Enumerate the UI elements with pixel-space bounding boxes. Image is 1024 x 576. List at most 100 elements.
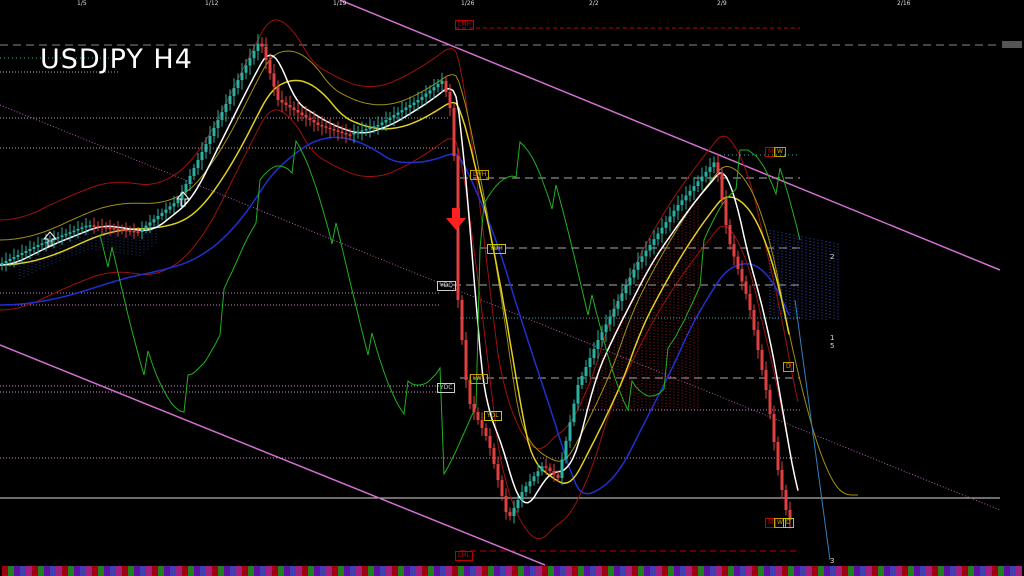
candle-body <box>576 385 580 404</box>
candle-body <box>380 122 384 125</box>
candle-body <box>636 262 640 270</box>
date-axis-segment <box>338 566 344 576</box>
candle-body <box>244 65 248 73</box>
candle-body <box>704 171 708 177</box>
date-tick-label: 2/2 <box>589 0 599 7</box>
date-axis-segment <box>176 566 182 576</box>
candle-body <box>248 58 252 66</box>
level-label-ydh: YDH <box>487 244 506 254</box>
date-axis-segment <box>212 566 218 576</box>
date-axis-segment <box>674 566 680 576</box>
date-axis-segment <box>92 566 98 576</box>
buy-arrow-icon <box>42 231 58 247</box>
date-axis-segment <box>518 566 524 576</box>
candle-body <box>392 115 396 118</box>
date-axis-segment <box>914 566 920 576</box>
date-axis-segment <box>746 566 752 576</box>
date-axis-segment <box>62 566 68 576</box>
date-axis-segment <box>242 566 248 576</box>
date-axis-segment <box>1016 566 1022 576</box>
candle-body <box>692 186 696 191</box>
envelope-line <box>0 50 858 496</box>
candle-body <box>16 255 20 257</box>
date-axis-segment <box>428 566 434 576</box>
date-axis-segment <box>206 566 212 576</box>
level-label-lmh: LMH <box>455 20 475 30</box>
date-axis-segment <box>740 566 746 576</box>
date-axis-segment <box>134 566 140 576</box>
candle-body <box>528 481 532 487</box>
date-axis-segment <box>122 566 128 576</box>
date-axis-segment <box>416 566 422 576</box>
candle-body <box>92 225 96 227</box>
date-axis-segment <box>848 566 854 576</box>
candle-body <box>508 512 512 516</box>
date-axis-segment <box>68 566 74 576</box>
candle-body <box>488 436 492 448</box>
date-axis-segment <box>254 566 260 576</box>
date-axis-segment <box>980 566 986 576</box>
candle-body <box>436 84 440 88</box>
date-axis-segment <box>728 566 734 576</box>
candle-body <box>304 115 308 118</box>
candle-body <box>548 467 552 472</box>
date-axis-segment <box>614 566 620 576</box>
candle-body <box>520 492 524 500</box>
date-axis-segment <box>968 566 974 576</box>
candle-body <box>632 269 636 278</box>
date-tick-label: 1/19 <box>333 0 347 7</box>
date-axis-segment <box>764 566 770 576</box>
candle-body <box>768 390 772 414</box>
date-axis-segment <box>230 566 236 576</box>
date-axis-segment <box>716 566 722 576</box>
candle-body <box>56 237 60 239</box>
candle-body <box>492 448 496 464</box>
date-axis-segment <box>476 566 482 576</box>
date-axis-segment <box>218 566 224 576</box>
date-axis-segment <box>350 566 356 576</box>
candle-body <box>172 203 176 207</box>
candle-body <box>224 104 228 112</box>
candle-body <box>424 93 428 97</box>
candle-body <box>468 380 472 404</box>
candle-body <box>428 90 432 94</box>
candle-body <box>664 222 668 228</box>
date-axis-segment <box>644 566 650 576</box>
candle-body <box>220 112 224 120</box>
candle-body <box>588 358 592 367</box>
period-label: D <box>783 518 794 528</box>
date-axis-segment <box>722 566 728 576</box>
candle-body <box>788 510 792 520</box>
date-axis-segment <box>794 566 800 576</box>
date-axis-segment <box>686 566 692 576</box>
date-axis-segment <box>830 566 836 576</box>
candle-body <box>72 230 76 233</box>
candle-body <box>84 225 88 228</box>
date-axis-segment <box>560 566 566 576</box>
date-axis-segment <box>272 566 278 576</box>
date-axis-segment <box>572 566 578 576</box>
candle-body <box>204 144 208 152</box>
date-axis-segment <box>506 566 512 576</box>
trend-line <box>0 104 1001 511</box>
candle-body <box>452 108 456 156</box>
date-axis-segment <box>140 566 146 576</box>
bollinger-lower <box>0 109 799 540</box>
date-axis-segment <box>950 566 956 576</box>
candle-body <box>448 92 452 108</box>
candle-body <box>136 231 140 233</box>
date-axis-segment <box>986 566 992 576</box>
date-axis-segment <box>542 566 548 576</box>
candle-body <box>728 225 732 245</box>
date-axis-segment <box>680 566 686 576</box>
candle-body <box>400 110 404 113</box>
candle-body <box>412 102 416 105</box>
candle-body <box>292 107 296 110</box>
date-axis-segment <box>890 566 896 576</box>
date-axis-segment <box>38 566 44 576</box>
candle-body <box>372 126 376 128</box>
date-axis-segment <box>782 566 788 576</box>
candle-body <box>544 466 548 468</box>
date-axis-segment <box>788 566 794 576</box>
